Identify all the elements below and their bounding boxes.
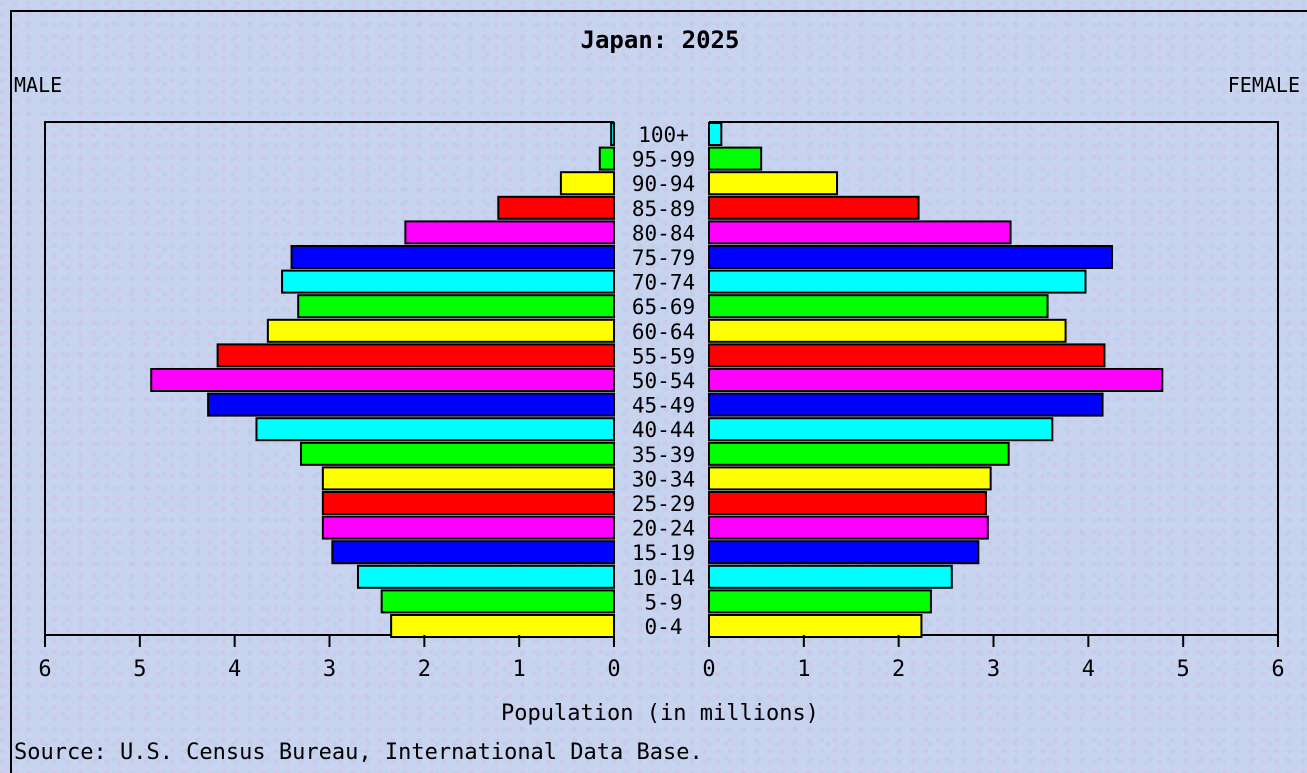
female-bar-85-89 <box>708 195 920 220</box>
x-tick-label: 0 <box>702 657 715 682</box>
age-group-label: 45-49 <box>632 394 695 418</box>
x-tick-label: 4 <box>1082 657 1095 682</box>
female-bar-80-84 <box>708 220 1012 245</box>
x-tick-label: 2 <box>418 657 431 682</box>
age-group-label: 20-24 <box>632 517 695 541</box>
x-tick-label: 1 <box>797 657 810 682</box>
female-bar-5-9 <box>708 589 932 614</box>
female-bar-30-34 <box>708 466 992 491</box>
male-bar-55-59 <box>216 343 615 368</box>
age-group-label: 10-14 <box>632 566 695 590</box>
female-bar-20-24 <box>708 515 989 540</box>
male-bar-50-54 <box>150 368 615 392</box>
male-bar-15-19 <box>331 540 615 565</box>
x-tick-label: 0 <box>607 657 620 682</box>
age-group-label: 40-44 <box>632 418 695 442</box>
male-bar-65-69 <box>297 294 615 319</box>
age-group-label: 5-9 <box>645 590 683 614</box>
female-label: FEMALE <box>1228 73 1300 97</box>
male-bar-5-9 <box>380 589 615 614</box>
male-bar-60-64 <box>266 318 615 343</box>
age-group-label: 100+ <box>638 123 689 147</box>
male-bar-0-4 <box>390 614 615 638</box>
x-tick-label: 3 <box>323 657 336 682</box>
male-bar-70-74 <box>281 269 615 294</box>
female-bar-55-59 <box>708 343 1106 368</box>
female-bar-100+ <box>708 122 723 146</box>
male-bar-95-99 <box>598 146 616 171</box>
x-tick-label: 1 <box>513 657 526 682</box>
male-bar-25-29 <box>321 491 615 515</box>
age-group-label: 0-4 <box>645 615 683 639</box>
male-bar-85-89 <box>497 195 616 220</box>
female-bar-90-94 <box>708 171 839 196</box>
male-bar-40-44 <box>255 417 615 442</box>
age-group-label: 50-54 <box>632 369 695 393</box>
age-group-label: 15-19 <box>632 541 695 565</box>
female-bar-10-14 <box>708 564 953 589</box>
male-bar-75-79 <box>290 245 615 269</box>
age-group-label: 55-59 <box>632 344 695 368</box>
chart-title: Japan: 2025 <box>581 26 740 54</box>
chart-marks: 100+95-9990-9485-8980-8475-7970-7465-696… <box>44 121 1279 639</box>
age-group-label: 30-34 <box>632 467 695 491</box>
female-bar-45-49 <box>708 392 1104 417</box>
age-group-label: 75-79 <box>632 246 695 270</box>
female-bar-70-74 <box>708 269 1087 294</box>
age-group-label: 80-84 <box>632 221 695 245</box>
x-tick-label: 2 <box>892 657 905 682</box>
x-axis-label: Population (in millions) <box>501 701 819 726</box>
male-bar-20-24 <box>321 515 615 540</box>
age-group-label: 25-29 <box>632 492 695 516</box>
female-bar-0-4 <box>708 614 923 638</box>
female-bar-50-54 <box>708 368 1164 392</box>
x-tick-label: 6 <box>1271 657 1284 682</box>
female-bar-25-29 <box>708 491 987 515</box>
male-bar-10-14 <box>356 564 615 589</box>
female-bar-35-39 <box>708 441 1010 466</box>
male-bar-35-39 <box>300 441 615 466</box>
female-bar-60-64 <box>708 318 1067 343</box>
age-group-label: 90-94 <box>632 172 695 196</box>
x-tick-label: 6 <box>38 657 51 682</box>
x-tick-label: 5 <box>133 657 146 682</box>
female-bar-40-44 <box>708 417 1054 442</box>
age-group-label: 35-39 <box>632 443 695 467</box>
male-label: MALE <box>14 73 62 97</box>
female-bar-65-69 <box>708 294 1049 319</box>
age-group-label: 95-99 <box>632 148 695 172</box>
female-bar-15-19 <box>708 540 980 565</box>
source-note: Source: U.S. Census Bureau, Internationa… <box>14 740 703 765</box>
female-bar-75-79 <box>708 245 1114 269</box>
male-bar-80-84 <box>404 220 615 245</box>
x-tick-label: 4 <box>228 657 241 682</box>
age-group-label: 60-64 <box>632 320 695 344</box>
chart-frame <box>10 10 1307 773</box>
age-group-label: 65-69 <box>632 295 695 319</box>
age-group-label: 85-89 <box>632 197 695 221</box>
female-bar-95-99 <box>708 146 763 171</box>
age-group-label: 70-74 <box>632 271 695 295</box>
male-bar-30-34 <box>321 466 615 491</box>
male-bar-45-49 <box>207 392 615 417</box>
x-axis-ticks: 6 5 4 3 2 1 0 0 1 2 3 4 5 6 <box>38 635 1285 682</box>
x-tick-label: 5 <box>1177 657 1190 682</box>
x-tick-label: 3 <box>987 657 1000 682</box>
male-bar-90-94 <box>559 171 615 196</box>
male-bar-100+ <box>610 122 616 146</box>
